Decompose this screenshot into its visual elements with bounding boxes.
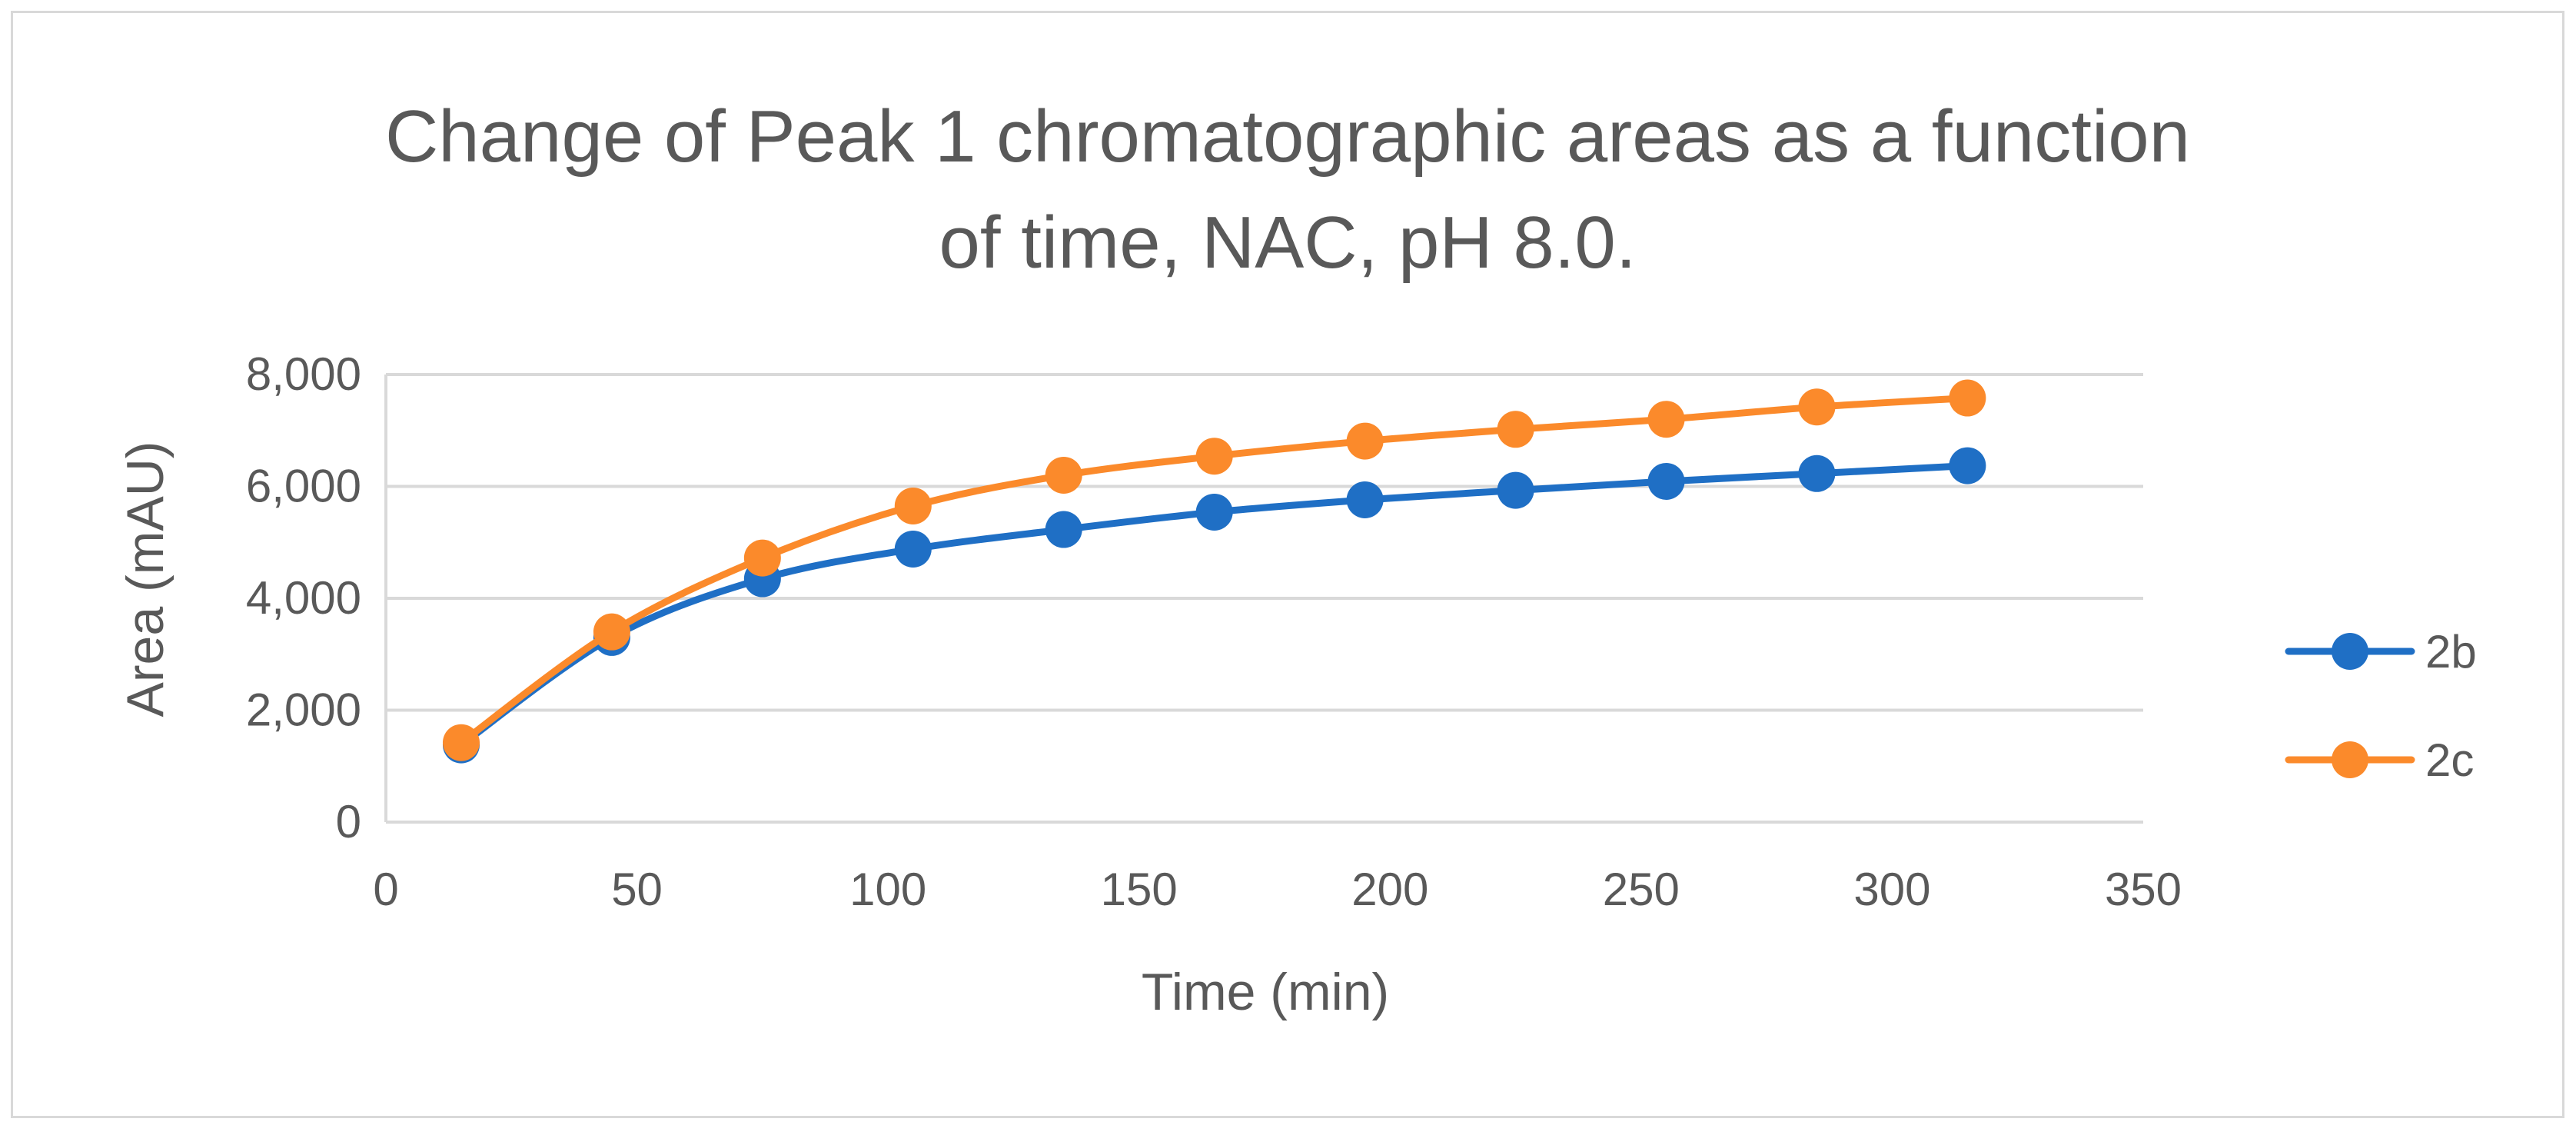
- data-point-2c: [1798, 388, 1836, 426]
- x-axis-tick-labels: 0 50 100 150 200 250 300 350: [373, 864, 2182, 915]
- x-tick-label: 300: [1853, 864, 1930, 915]
- legend: 2b 2c: [2285, 626, 2477, 786]
- chart-title-line-2: of time, NAC, pH 8.0.: [939, 201, 1637, 284]
- x-tick-label: 350: [2105, 864, 2182, 915]
- legend-label: 2b: [2425, 626, 2477, 678]
- data-point-2b: [1045, 511, 1082, 548]
- series-2b: [442, 447, 1986, 764]
- x-tick-label: 100: [849, 864, 926, 915]
- legend-label: 2c: [2425, 734, 2474, 786]
- data-point-2b: [1346, 481, 1384, 518]
- data-point-2b: [1195, 493, 1233, 531]
- chart-title-line-1: Change of Peak 1 chromatographic areas a…: [385, 95, 2190, 178]
- y-axis-tick-labels: 0 2,000 4,000 6,000 8,000: [246, 348, 361, 847]
- x-tick-label: 250: [1603, 864, 1680, 915]
- y-tick-label: 8,000: [246, 348, 361, 400]
- y-tick-label: 6,000: [246, 461, 361, 512]
- data-point-2c: [1497, 411, 1534, 448]
- legend-swatch-marker: [2332, 633, 2368, 670]
- data-point-2c: [743, 539, 781, 577]
- data-point-2c: [1647, 401, 1685, 438]
- gridlines: [386, 373, 2143, 712]
- axes: [384, 375, 2143, 824]
- data-point-2b: [894, 530, 932, 568]
- data-point-2c: [593, 613, 630, 651]
- y-tick-label: 2,000: [246, 684, 361, 736]
- data-point-2b: [1949, 447, 1986, 484]
- data-point-2b: [1647, 462, 1685, 500]
- legend-item-2c: 2c: [2285, 734, 2474, 786]
- x-axis-title: Time (min): [1142, 963, 1389, 1021]
- y-tick-label: 0: [336, 796, 361, 847]
- legend-swatch-marker: [2332, 741, 2368, 778]
- data-point-2c: [894, 487, 932, 524]
- data-series: [442, 379, 1986, 764]
- x-tick-label: 50: [611, 864, 663, 915]
- y-axis-title: Area (mAU): [116, 441, 175, 717]
- data-point-2c: [1195, 438, 1233, 475]
- chart-title: Change of Peak 1 chromatographic areas a…: [385, 95, 2190, 284]
- data-point-2c: [1045, 456, 1082, 494]
- x-tick-label: 150: [1101, 864, 1178, 915]
- series-2c: [442, 379, 1986, 761]
- data-point-2b: [1798, 454, 1836, 492]
- x-tick-label: 200: [1351, 864, 1428, 915]
- chart-frame: [11, 11, 2564, 1118]
- data-point-2b: [1497, 471, 1534, 509]
- data-point-2c: [1949, 379, 1986, 417]
- legend-item-2b: 2b: [2285, 626, 2477, 678]
- y-tick-label: 4,000: [246, 572, 361, 624]
- data-point-2c: [442, 724, 480, 761]
- x-tick-label: 0: [373, 864, 398, 915]
- data-point-2c: [1346, 422, 1384, 460]
